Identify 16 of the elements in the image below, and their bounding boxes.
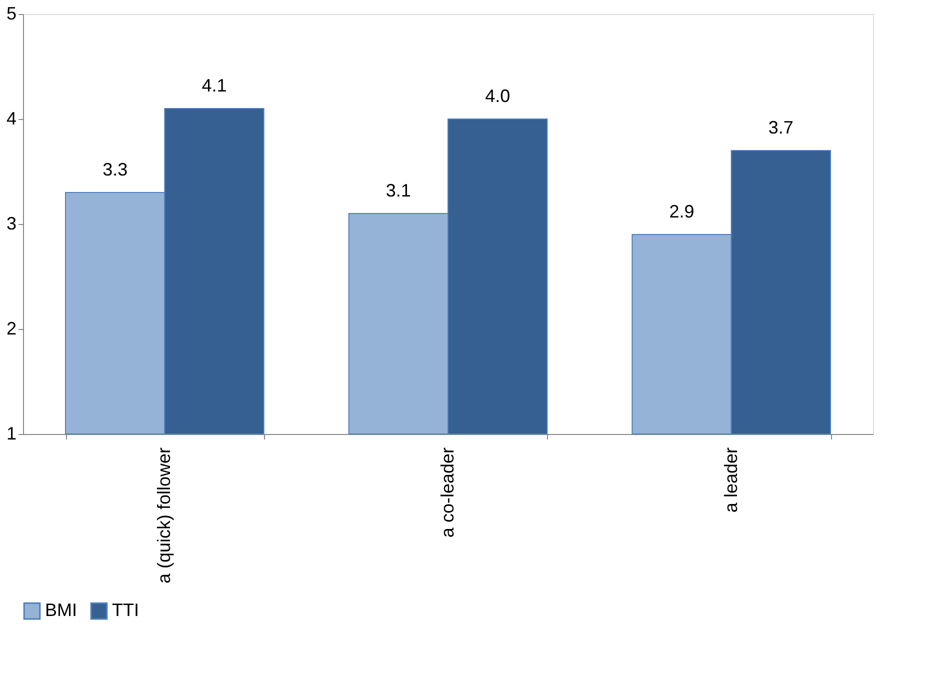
y-tick-label: 2 [6, 318, 16, 338]
data-label: 3.3 [102, 160, 128, 180]
y-tick-label: 4 [6, 108, 16, 128]
data-label: 3.1 [386, 180, 411, 200]
y-tick-label: 5 [6, 4, 16, 24]
x-tick-label: a (quick) follower [154, 447, 174, 584]
data-label: 3.7 [768, 118, 794, 138]
x-tick-label: a leader [720, 448, 741, 513]
data-label: 4.0 [485, 86, 510, 106]
y-tick-label: 3 [6, 214, 16, 234]
legend-label: TTI [112, 600, 139, 620]
legend-label: BMI [45, 600, 78, 620]
y-tick-label: 1 [6, 424, 16, 444]
x-tick-label: a co-leader [438, 448, 458, 538]
data-label: 4.1 [202, 76, 227, 96]
data-label: 2.9 [669, 202, 694, 222]
